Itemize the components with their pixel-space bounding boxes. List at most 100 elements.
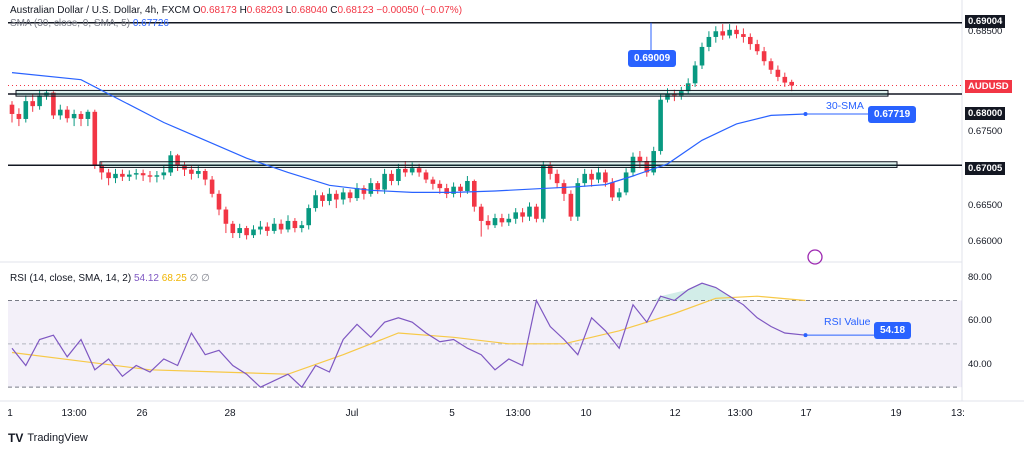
candle-body xyxy=(320,195,325,201)
close-label: C xyxy=(330,5,338,16)
candle-body xyxy=(754,44,760,52)
candle-body xyxy=(375,183,380,190)
sma-callout: 0.67719 xyxy=(868,106,917,123)
candle-body xyxy=(416,168,422,173)
price-tick-1: 0.68500 xyxy=(968,26,1003,37)
rsi-legend-label: RSI (14, close, SMA, 14, 2) xyxy=(10,273,132,284)
candle-body xyxy=(458,186,463,191)
candle-body xyxy=(196,171,201,174)
candle-body xyxy=(340,192,346,200)
candle-body xyxy=(658,99,663,152)
candle-body xyxy=(334,193,339,200)
candle-body xyxy=(423,172,429,180)
candle-body xyxy=(589,173,594,180)
candle-body xyxy=(30,101,35,107)
candle-body xyxy=(603,172,608,183)
rsi-ma-legend-value: 68.25 xyxy=(161,273,187,284)
candle-body xyxy=(568,193,574,217)
candle-body xyxy=(465,180,470,191)
candle-body xyxy=(713,31,719,37)
candle-body xyxy=(161,172,167,176)
candle-body xyxy=(444,188,449,194)
level-label-068: 0.68000 xyxy=(965,107,1006,120)
candle-body xyxy=(58,109,63,116)
candle-body xyxy=(382,173,387,190)
candle-body xyxy=(140,173,146,176)
rsi-anchor-dot xyxy=(803,333,808,338)
candle-body xyxy=(147,175,153,177)
candle-body xyxy=(113,173,118,179)
candle-body xyxy=(437,183,443,189)
rsi-legend-value: 54.12 xyxy=(133,273,159,284)
candle-body xyxy=(258,226,263,230)
candle-body xyxy=(472,180,477,207)
rsi-tick-60: 60.00 xyxy=(968,315,992,326)
candle-body xyxy=(554,173,560,184)
candle-body xyxy=(513,212,518,219)
sma-legend-label: SMA (30, close, 0, SMA, 5) xyxy=(10,18,131,29)
time-tick-12: 13: xyxy=(951,408,965,419)
candle-body xyxy=(734,29,739,35)
candle-body xyxy=(616,192,622,198)
candle-body xyxy=(292,220,298,229)
time-tick-6: 13:00 xyxy=(505,408,530,419)
price-label-top: 0.69004 xyxy=(965,15,1006,28)
candle-body xyxy=(237,228,242,234)
candle-body xyxy=(347,192,353,199)
high-label: H xyxy=(239,5,247,16)
candle-body xyxy=(368,183,374,194)
candle-body xyxy=(389,173,394,181)
candle-body xyxy=(202,171,208,180)
time-tick-2: 26 xyxy=(136,408,148,419)
candle-body xyxy=(782,76,788,83)
candle-body xyxy=(478,206,484,221)
candle-body xyxy=(327,193,332,201)
symbol-badge: AUDUSD xyxy=(965,80,1012,93)
time-tick-1: 13:00 xyxy=(61,408,86,419)
time-tick-5: 5 xyxy=(449,408,455,419)
candle-body xyxy=(541,165,546,219)
rsi-legend-extra: ∅ ∅ xyxy=(189,273,210,284)
time-tick-0: 1 xyxy=(7,408,13,419)
price-tick-2: 0.67500 xyxy=(968,126,1003,137)
candle-body xyxy=(361,188,367,194)
candle-body xyxy=(265,226,270,231)
candle-body xyxy=(354,188,360,199)
candle-body xyxy=(223,209,229,224)
candle-body xyxy=(313,195,318,209)
candle-body xyxy=(127,174,132,177)
candle-body xyxy=(610,182,615,198)
candle-body xyxy=(244,228,249,236)
sma-legend-value: 0.67726 xyxy=(132,18,169,29)
candle-body xyxy=(665,94,670,100)
symbol-legend: Australian Dollar / U.S. Dollar, 4h, FXC… xyxy=(10,5,462,16)
close-value: 0.68123 xyxy=(337,5,374,16)
candle-body xyxy=(78,113,84,119)
candle-body xyxy=(499,218,505,223)
candle-body xyxy=(16,113,22,119)
sma-line xyxy=(11,72,806,193)
symbol-title: Australian Dollar / U.S. Dollar, 4h, FXC… xyxy=(10,5,191,16)
candle-body xyxy=(492,218,498,226)
candle-body xyxy=(637,156,643,162)
candle-body xyxy=(168,155,173,173)
event-icon xyxy=(807,249,823,265)
low-value: 0.68040 xyxy=(291,5,328,16)
candle-body xyxy=(582,173,587,184)
candle-body xyxy=(285,220,291,230)
candle-body xyxy=(64,109,70,119)
candle-body xyxy=(720,31,725,36)
price-tick-4: 0.66000 xyxy=(968,236,1003,247)
open-label: O xyxy=(192,5,201,16)
candle-body xyxy=(403,168,408,173)
rsi-tick-40: 40.00 xyxy=(968,359,992,370)
candle-body xyxy=(37,95,42,107)
candle-body xyxy=(306,208,311,226)
change-value: −0.00050 (−0.07%) xyxy=(376,5,463,16)
candle-body xyxy=(99,165,104,173)
candle-body xyxy=(727,29,732,36)
time-tick-3: 28 xyxy=(224,408,236,419)
time-tick-8: 12 xyxy=(669,408,681,419)
candle-body xyxy=(396,168,401,181)
